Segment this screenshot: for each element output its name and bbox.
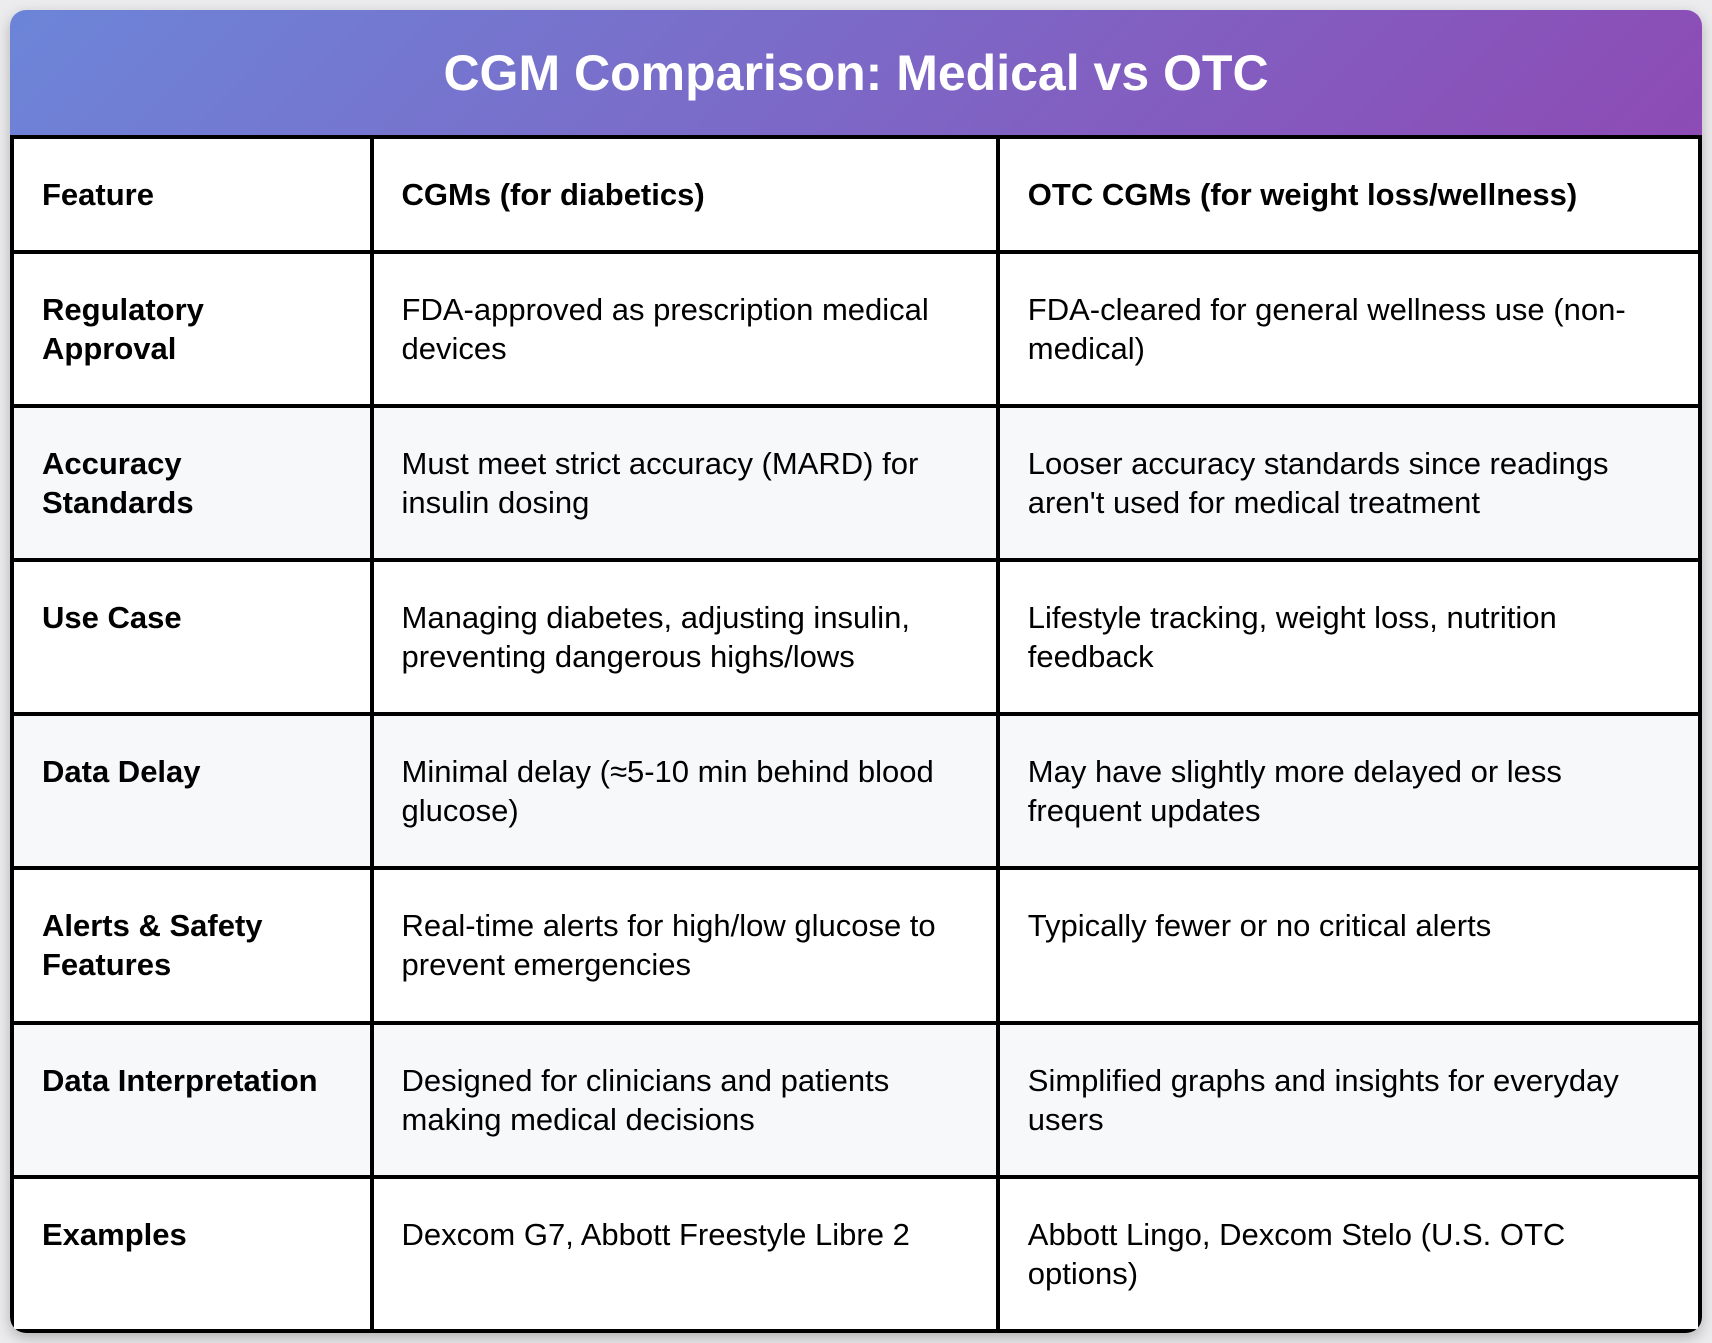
otc-cgm-value: FDA-cleared for general wellness use (no… — [995, 250, 1702, 409]
medical-cgm-value: Dexcom G7, Abbott Freestyle Libre 2 — [369, 1174, 1000, 1333]
feature-label: Regulatory Approval — [10, 250, 374, 409]
table-header-row: Feature CGMs (for diabetics) OTC CGMs (f… — [10, 134, 1702, 255]
table-row-data-delay: Data Delay Minimal delay (≈5-10 min behi… — [10, 712, 1702, 871]
feature-label: Alerts & Safety Features — [10, 866, 374, 1025]
column-header-feature: Feature — [10, 134, 374, 255]
feature-label: Data Delay — [10, 712, 374, 871]
feature-label: Accuracy Standards — [10, 404, 374, 563]
comparison-table: Feature CGMs (for diabetics) OTC CGMs (f… — [10, 134, 1702, 1333]
otc-cgm-value: Typically fewer or no critical alerts — [995, 866, 1702, 1025]
medical-cgm-value: Must meet strict accuracy (MARD) for ins… — [369, 404, 1000, 563]
feature-label: Use Case — [10, 558, 374, 717]
medical-cgm-value: Designed for clinicians and patients mak… — [369, 1020, 1000, 1179]
otc-cgm-value: Looser accuracy standards since readings… — [995, 404, 1702, 563]
otc-cgm-value: Simplified graphs and insights for every… — [995, 1020, 1702, 1179]
feature-label: Data Interpretation — [10, 1020, 374, 1179]
column-header-medical-cgms: CGMs (for diabetics) — [369, 134, 1000, 255]
otc-cgm-value: May have slightly more delayed or less f… — [995, 712, 1702, 871]
page-title: CGM Comparison: Medical vs OTC — [443, 44, 1269, 101]
medical-cgm-value: Minimal delay (≈5-10 min behind blood gl… — [369, 712, 1000, 871]
comparison-card: CGM Comparison: Medical vs OTC Feature C… — [10, 10, 1702, 1333]
table-row-examples: Examples Dexcom G7, Abbott Freestyle Lib… — [10, 1174, 1702, 1333]
card-header: CGM Comparison: Medical vs OTC — [10, 10, 1702, 135]
table-row-accuracy-standards: Accuracy Standards Must meet strict accu… — [10, 404, 1702, 563]
otc-cgm-value: Abbott Lingo, Dexcom Stelo (U.S. OTC opt… — [995, 1174, 1702, 1333]
column-header-otc-cgms: OTC CGMs (for weight loss/wellness) — [995, 134, 1702, 255]
table-row-use-case: Use Case Managing diabetes, adjusting in… — [10, 558, 1702, 717]
table-row-regulatory-approval: Regulatory Approval FDA-approved as pres… — [10, 250, 1702, 409]
table-row-data-interpretation: Data Interpretation Designed for clinici… — [10, 1020, 1702, 1179]
table-row-alerts-safety-features: Alerts & Safety Features Real-time alert… — [10, 866, 1702, 1025]
medical-cgm-value: FDA-approved as prescription medical dev… — [369, 250, 1000, 409]
medical-cgm-value: Real-time alerts for high/low glucose to… — [369, 866, 1000, 1025]
medical-cgm-value: Managing diabetes, adjusting insulin, pr… — [369, 558, 1000, 717]
otc-cgm-value: Lifestyle tracking, weight loss, nutriti… — [995, 558, 1702, 717]
feature-label: Examples — [10, 1174, 374, 1333]
